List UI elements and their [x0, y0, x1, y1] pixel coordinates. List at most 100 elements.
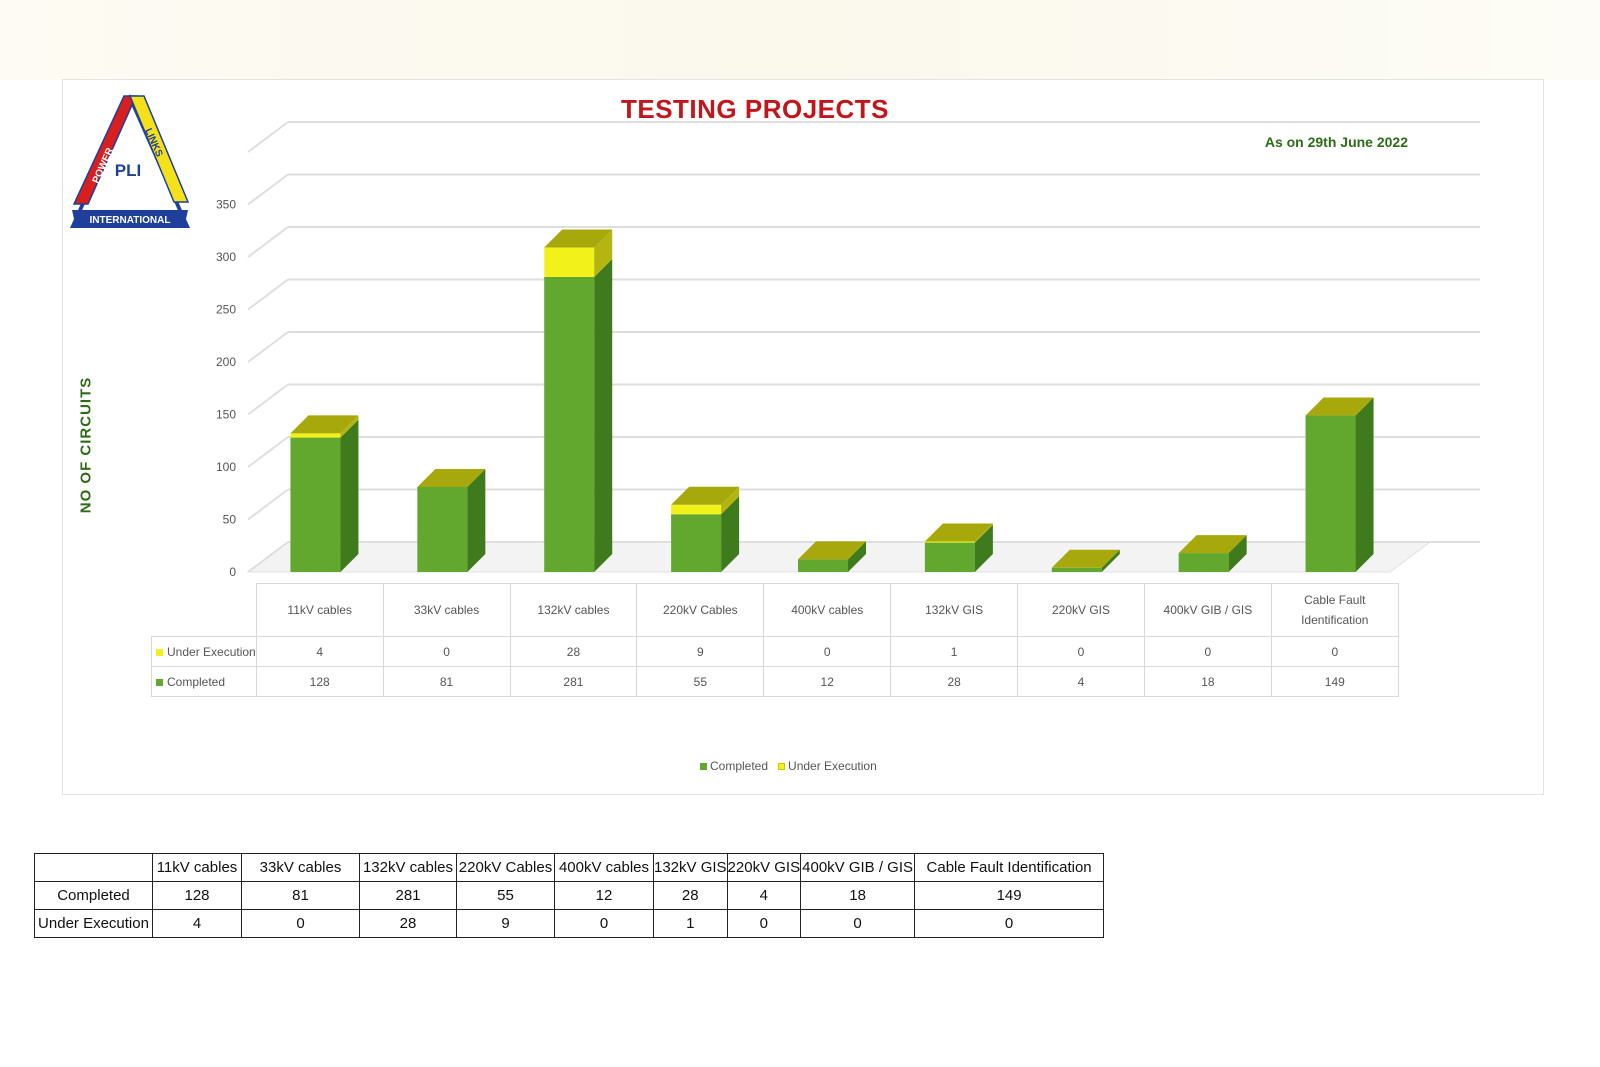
- summary-cell: 81: [241, 881, 360, 910]
- row-label-text: Under Execution: [167, 644, 256, 659]
- summary-cell: 18: [800, 881, 916, 910]
- bar-under-execution-11kv-cables: [290, 433, 341, 438]
- table-cell: 12: [763, 666, 892, 697]
- bar-under-execution-side-11kv-cables: [340, 415, 359, 438]
- bar-completed-400kv-cables: [798, 559, 848, 572]
- chart-plot: 0 50 100 150 200 250 300 350: [216, 121, 1480, 579]
- gridline-connector: [247, 541, 289, 573]
- bar-top-11kv-cables: [290, 415, 359, 434]
- table-category-label: 220kV Cables: [636, 583, 765, 637]
- table-category-label: Cable Fault Identification: [1270, 583, 1399, 637]
- bar-top-220kv-gis: [1051, 549, 1120, 568]
- summary-row: Completed 128 81 281 55 12 28 4 18 149: [34, 881, 1105, 910]
- table-row: Completed 128 81 281 55 12 28 4 18 149: [151, 666, 1399, 697]
- summary-header-cell: 220kV GIS: [726, 853, 802, 882]
- table-cell: 81: [382, 666, 511, 697]
- gridline-connector: [247, 331, 289, 363]
- bar-completed-side-400kv-cables: [848, 541, 866, 572]
- table-cell: 28: [509, 636, 638, 667]
- table-cell: 0: [1143, 636, 1272, 667]
- gridline-connector: [247, 121, 289, 153]
- table-category-label: 132kV GIS: [890, 583, 1019, 637]
- logo-pli-text: PLI: [115, 161, 141, 180]
- bar-top-cable-fault-identification: [1305, 397, 1374, 416]
- bar-completed-side-33kv-cables: [467, 468, 486, 572]
- bar-completed-side-400kv-gib-gis: [1228, 535, 1247, 572]
- summary-header-cell: 220kV Cables: [456, 853, 555, 882]
- bar-under-execution-side-132kv-gis: [974, 523, 993, 543]
- summary-cell: 4: [152, 909, 242, 938]
- summary-header-cell: 400kV cables: [554, 853, 654, 882]
- y-tick-label: 250: [216, 303, 236, 317]
- table-cell: 28: [890, 666, 1019, 697]
- chart-legend: Completed Under Execution: [700, 759, 900, 773]
- legend-key-swatch: [156, 648, 163, 656]
- legend-label-completed: Completed: [710, 759, 769, 773]
- bar-under-execution-220kv-cables: [671, 504, 722, 515]
- chart-date: As on 29th June 2022: [1264, 134, 1408, 150]
- y-tick-label: 100: [216, 460, 236, 474]
- bar-completed-side-cable-fault-identification: [1355, 397, 1374, 572]
- bar-top-132kv-gis: [924, 523, 993, 542]
- gridline-connector: [247, 173, 289, 206]
- summary-cell: 281: [359, 881, 457, 910]
- table-cell: 18: [1143, 666, 1272, 697]
- bar-completed-400kv-gib-gis: [1178, 553, 1229, 572]
- bar-completed-33kv-cables: [417, 486, 468, 572]
- summary-header-cell: 33kV cables: [241, 853, 360, 882]
- bar-under-execution-side-132kv-cables: [594, 229, 613, 277]
- summary-header-cell: 132kV cables: [359, 853, 457, 882]
- y-tick-label: 0: [229, 565, 236, 579]
- table-category-label: 11kV cables: [255, 583, 384, 637]
- summary-row: Under Execution 4 0 28 9 0 1 0 0 0: [34, 909, 1105, 938]
- bar-completed-cable-fault-identification: [1305, 415, 1356, 572]
- table-row: Under Execution 4 0 28 9 0 1 0 0 0: [151, 636, 1399, 667]
- y-tick-label: 200: [216, 355, 236, 369]
- table-cell: 9: [636, 636, 765, 667]
- bar-under-execution-132kv-gis: [924, 541, 975, 543]
- summary-header-cell: Cable Fault Identification: [914, 853, 1105, 882]
- summary-cell: 12: [554, 881, 654, 910]
- table-row-label: Under Execution: [151, 636, 257, 667]
- table-category-label: 132kV cables: [509, 583, 638, 637]
- summary-header-row: 11kV cables 33kV cables 132kV cables 220kV …: [34, 853, 1105, 882]
- bar-completed-side-220kv-gis: [1101, 549, 1120, 572]
- table-cell: 0: [763, 636, 892, 667]
- bar-completed-side-132kv-gis: [974, 524, 993, 572]
- table-cell: 0: [382, 636, 511, 667]
- row-label-text: Completed: [167, 674, 226, 689]
- table-category-label: 400kV GIB / GIS: [1143, 583, 1272, 637]
- bar-completed-side-11kv-cables: [340, 419, 359, 572]
- summary-cell: 28: [359, 909, 457, 938]
- y-tick-label: 50: [223, 513, 237, 527]
- table-cell: 0: [1270, 636, 1399, 667]
- bar-top-220kv-cables: [671, 486, 740, 505]
- gridline-connector: [247, 383, 289, 416]
- gridline-connector: [247, 488, 289, 521]
- bar-completed-132kv-cables: [544, 276, 595, 572]
- table-row-label: Completed: [151, 666, 257, 697]
- logo-international-text: INTERNATIONAL: [90, 215, 171, 226]
- bar-completed-side-132kv-cables: [594, 258, 613, 572]
- y-tick-label: 150: [216, 408, 236, 422]
- bar-under-execution-side-220kv-cables: [721, 486, 740, 515]
- summary-cell: 4: [726, 881, 802, 910]
- summary-header-cell: 11kV cables: [152, 853, 242, 882]
- summary-cell: 0: [554, 909, 654, 938]
- bar-under-execution-132kv-cables: [544, 247, 595, 277]
- table-cell: 1: [890, 636, 1019, 667]
- top-band: [0, 0, 1600, 80]
- summary-row-label: Completed: [34, 881, 153, 910]
- summary-cell: 0: [914, 909, 1105, 938]
- gridline-connector: [247, 226, 289, 258]
- table-category-label: 400kV cables: [763, 583, 892, 637]
- bar-completed-132kv-gis: [924, 542, 975, 572]
- summary-cell: 0: [241, 909, 360, 938]
- bar-completed-220kv-gis: [1051, 567, 1102, 572]
- bar-top-400kv-cables: [798, 541, 866, 560]
- summary-cell: 28: [653, 881, 728, 910]
- table-cell: 55: [636, 666, 765, 697]
- table-cell: 149: [1270, 666, 1399, 697]
- summary-row-label: Under Execution: [34, 909, 153, 938]
- summary-cell: 9: [456, 909, 555, 938]
